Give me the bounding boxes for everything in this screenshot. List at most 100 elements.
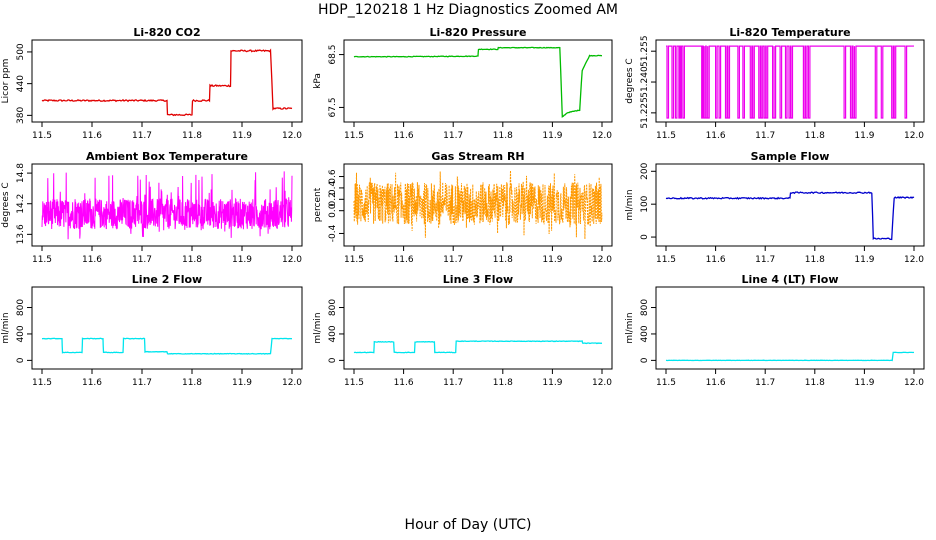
y-tick-label: 400 [16,325,26,342]
x-tick-label: 11.9 [542,378,562,388]
panel-title: Line 4 (LT) Flow [742,273,839,286]
x-tick-label: 11.8 [182,131,202,141]
plot-frame [655,39,925,123]
x-tick-label: 12.0 [904,131,924,141]
x-tick-label: 12.0 [592,255,612,265]
panel-title: Line 2 Flow [132,273,202,286]
x-tick-label: 11.9 [232,255,252,265]
panel-4: Gas Stream RH percent 11.5 11.6 11.7 11.8 11.9… [313,150,613,265]
x-tick-label: 11.7 [443,255,463,265]
x-tick-label: 11.6 [394,131,414,141]
panel-title: Gas Stream RH [431,150,524,163]
y-tick-label: 0.0 [328,203,338,218]
y-axis-label: ml/min [1,312,11,343]
x-tick-label: 11.5 [656,378,676,388]
y-tick-label: 14.8 [16,163,26,183]
y-tick-label: 400 [328,325,338,342]
x-tick-label: 11.7 [443,378,463,388]
y-tick-label: 0 [640,357,650,363]
y-tick-label: 0 [328,357,338,363]
y-tick-label: 68.5 [328,45,338,65]
x-tick-label: 12.0 [904,255,924,265]
y-axis-label: degrees C [1,182,11,227]
y-axis-label: ml/min [625,312,635,343]
x-tick-label: 12.0 [592,131,612,141]
x-tick-label: 11.6 [82,378,102,388]
y-tick-label: 800 [328,299,338,316]
x-tick-label: 11.7 [132,255,152,265]
panel-title: Li-820 CO2 [133,26,200,39]
x-tick-label: 11.7 [755,131,775,141]
series-line [353,46,603,118]
plot-frame [343,39,613,123]
x-tick-label: 11.9 [854,131,874,141]
panel-3: Ambient Box Temperature degrees C 11.5 11.6… [1,150,303,265]
y-tick-label: 67.5 [328,97,338,117]
x-tick-label: 11.8 [493,131,513,141]
x-tick-label: 11.8 [493,378,513,388]
x-tick-label: 11.5 [656,255,676,265]
x-tick-label: 11.8 [182,378,202,388]
y-tick-label: -0.4 [328,224,338,242]
plot-frame [655,163,925,247]
panel-title: Li-820 Temperature [729,26,850,39]
plot-frame [31,286,303,370]
series-line [665,191,915,241]
y-axis-label: Licor ppm [1,59,11,104]
series-line [41,337,293,355]
y-tick-label: 0.4 [328,181,338,196]
plot-frame [31,39,303,123]
panel-5: Sample Flow ml/min 11.5 11.6 11.7 11.8 11.9 12.… [625,150,925,265]
x-tick-label: 11.8 [182,255,202,265]
y-tick-label: 13.6 [16,224,26,244]
x-tick-label: 11.7 [755,378,775,388]
x-tick-label: 11.7 [132,378,152,388]
x-tick-label: 11.7 [755,255,775,265]
y-tick-label: 0.2 [328,192,338,206]
x-tick-label: 11.8 [805,131,825,141]
figure-title: HDP_120218 1 Hz Diagnostics Zoomed AM [318,2,618,18]
series-line [665,351,915,362]
x-tick-label: 11.8 [805,378,825,388]
y-axis-label: degrees C [625,58,635,103]
y-tick-label: 100 [640,195,650,212]
panel-2: Li-820 Temperature degrees C 11.5 11.6 11.7 1… [625,26,925,141]
x-tick-label: 11.5 [344,255,364,265]
plot-frame [31,163,303,247]
x-tick-label: 11.9 [542,131,562,141]
y-tick-label: 440 [16,75,26,92]
x-tick-label: 12.0 [592,378,612,388]
x-tick-label: 11.7 [443,131,463,141]
y-tick-label: 380 [16,106,26,123]
x-tick-label: 11.5 [32,255,52,265]
y-tick-label: 51.225 [640,97,650,129]
x-tick-label: 11.9 [854,255,874,265]
y-tick-label: 400 [640,325,650,342]
x-tick-label: 11.5 [656,131,676,141]
plot-frame [343,163,613,247]
panel-0: Li-820 CO2 Licor ppm 11.5 11.6 11.7 11.8 11.9 1… [1,26,303,141]
x-tick-label: 11.9 [854,378,874,388]
y-tick-label: 0 [640,234,650,240]
panel-1: Li-820 Pressure kPa 11.5 11.6 11.7 11.8 11.9 12… [313,26,613,141]
x-tick-label: 11.9 [232,131,252,141]
panel-8: Line 4 (LT) Flow ml/min 11.5 11.6 11.7 11.8 11… [625,273,925,388]
y-axis-label: kPa [313,73,323,89]
panel-7: Line 3 Flow ml/min 11.5 11.6 11.7 11.8 11.9 12.… [313,273,613,388]
y-tick-label: 14.2 [16,194,26,214]
series-line [41,171,293,240]
y-tick-label: 51.240 [640,66,650,98]
y-tick-label: 0 [16,357,26,363]
y-tick-label: 500 [16,43,26,60]
x-tick-label: 12.0 [282,378,302,388]
x-tick-label: 11.5 [344,378,364,388]
x-tick-label: 11.8 [805,255,825,265]
series-line [353,340,603,354]
x-tick-label: 12.0 [904,378,924,388]
panel-6: Line 2 Flow ml/min 11.5 11.6 11.7 11.8 11.9 12.… [1,273,303,388]
panel-title: Line 3 Flow [443,273,513,286]
x-tick-label: 12.0 [282,255,302,265]
x-tick-label: 11.5 [32,378,52,388]
x-tick-label: 11.6 [82,131,102,141]
